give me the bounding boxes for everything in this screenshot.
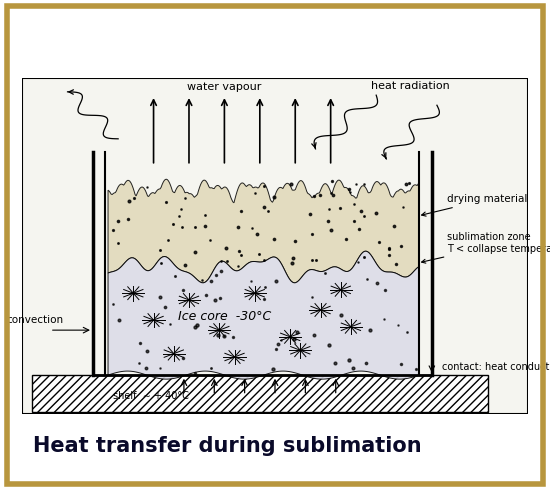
Text: sublimation zone
T < collapse temperatu.: sublimation zone T < collapse temperatu. <box>422 232 550 263</box>
Text: F I G U R E   4: F I G U R E 4 <box>185 26 365 50</box>
Text: drying material: drying material <box>422 194 527 216</box>
Text: Ice core  -30°C: Ice core -30°C <box>178 310 271 323</box>
Text: shelf  ∼ + 40°C: shelf ∼ + 40°C <box>113 391 189 401</box>
Text: contact: heat conduction: contact: heat conduction <box>442 362 550 372</box>
Polygon shape <box>108 179 419 283</box>
Text: convection: convection <box>7 315 64 325</box>
Text: Heat transfer during sublimation: Heat transfer during sublimation <box>34 436 422 456</box>
Bar <box>32 375 487 413</box>
Text: water vapour: water vapour <box>187 82 262 92</box>
Text: heat radiation: heat radiation <box>371 81 450 91</box>
Polygon shape <box>108 251 419 379</box>
